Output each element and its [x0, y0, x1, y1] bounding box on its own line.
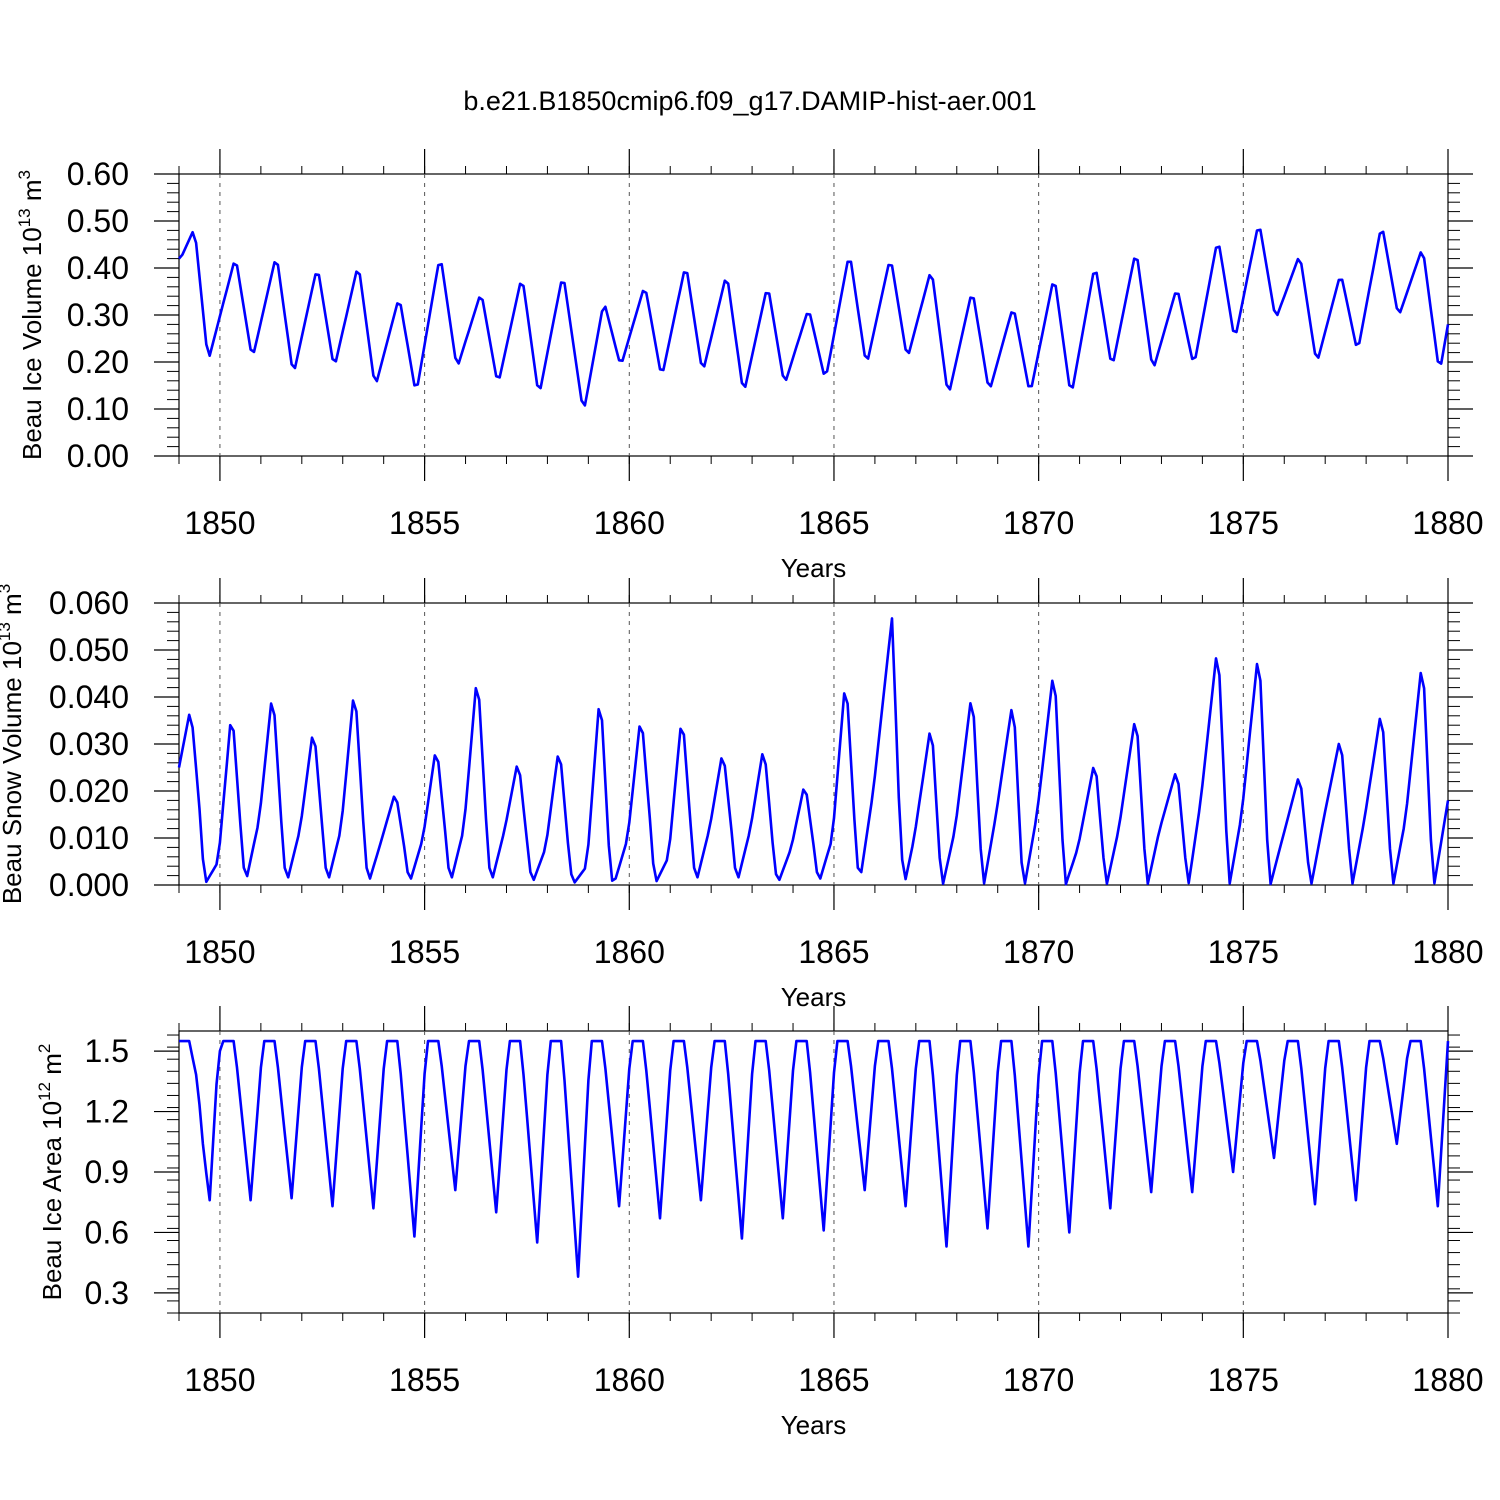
x-tick-label: 1865 [798, 1362, 869, 1398]
x-tick-label: 1875 [1208, 1362, 1279, 1398]
y-axis-label: Beau Ice Area 1012 m2 [35, 1044, 67, 1301]
y-label-text: Beau Snow Volume 10 [0, 641, 27, 904]
y-tick-label: 0.6 [85, 1214, 129, 1250]
y-tick-label: 0.020 [49, 773, 129, 809]
y-label-exponent: 13 [0, 622, 14, 641]
x-tick-label: 1880 [1412, 1362, 1483, 1398]
panel-1: 1850 1855 1860 1865 1870 1875 1880 0.00 0.10 0.20… [15, 149, 1484, 583]
panels: 1850 1855 1860 1865 1870 1875 1880 0.00 0.10 0.20… [0, 149, 1484, 1440]
y-tick-label: 0.050 [49, 632, 129, 668]
y-tick-label: 0.030 [49, 726, 129, 762]
x-tick-label: 1875 [1208, 934, 1279, 970]
x-tick-label: 1870 [1003, 934, 1074, 970]
x-tick-label: 1865 [798, 505, 869, 541]
x-tick-label: 1875 [1208, 505, 1279, 541]
y-tick-label: 0.40 [67, 250, 129, 286]
x-tick-label: 1855 [389, 505, 460, 541]
x-axis-label: Years [781, 1410, 847, 1440]
y-tick-label: 0.3 [85, 1275, 129, 1311]
y-label-unit: m [0, 593, 27, 622]
x-tick-label: 1850 [184, 1362, 255, 1398]
series-line-1 [178, 228, 1450, 407]
series-line-2 [177, 617, 1450, 886]
y-label-unit-exponent: 3 [0, 584, 14, 593]
y-tick-label: 0.30 [67, 297, 129, 333]
y-label-unit-exponent: 2 [35, 1044, 54, 1053]
x-tick-label: 1855 [389, 934, 460, 970]
y-label-unit: m [37, 1053, 67, 1082]
y-tick-label: 0.50 [67, 203, 129, 239]
y-tick-label: 0.20 [67, 344, 129, 380]
y-label-unit-exponent: 3 [15, 170, 34, 179]
y-tick-label: 0.060 [49, 585, 129, 621]
figure-title: b.e21.B1850cmip6.f09_g17.DAMIP-hist-aer.… [463, 86, 1036, 116]
x-tick-label: 1870 [1003, 505, 1074, 541]
y-tick-label: 0.010 [49, 820, 129, 856]
y-tick-label: 1.2 [85, 1094, 129, 1130]
y-tick-label: 1.5 [85, 1033, 129, 1069]
y-axis-label: Beau Ice Volume 1013 m3 [15, 170, 47, 460]
y-label-text: Beau Ice Volume 10 [17, 227, 47, 460]
y-label-unit: m [17, 179, 47, 208]
x-tick-label: 1850 [184, 505, 255, 541]
y-label-text: Beau Ice Area 10 [37, 1101, 67, 1300]
x-tick-label: 1860 [594, 505, 665, 541]
x-axis-label: Years [781, 553, 847, 583]
x-tick-label: 1880 [1412, 505, 1483, 541]
y-tick-label: 0.9 [85, 1154, 129, 1190]
x-tick-label: 1850 [184, 934, 255, 970]
y-tick-label: 0.60 [67, 156, 129, 192]
x-tick-label: 1865 [798, 934, 869, 970]
x-tick-label: 1855 [389, 1362, 460, 1398]
panel-3: 1850 1855 1860 1865 1870 1875 1880 0.3 0.6 0.9 1.2… [35, 1006, 1484, 1440]
plot-frame [178, 173, 1449, 457]
y-tick-label: 0.040 [49, 679, 129, 715]
x-tick-label: 1860 [594, 1362, 665, 1398]
y-axis-label: Beau Snow Volume 1013 m3 [0, 584, 27, 904]
x-axis-label: Years [781, 982, 847, 1012]
panel-2: 1850 1855 1860 1865 1870 1875 1880 0.000 0.010 0.… [0, 578, 1484, 1012]
x-tick-label: 1870 [1003, 1362, 1074, 1398]
x-tick-label: 1860 [594, 934, 665, 970]
x-tick-label: 1880 [1412, 934, 1483, 970]
y-tick-label: 0.10 [67, 391, 129, 427]
y-tick-label: 0.00 [67, 438, 129, 474]
y-tick-label: 0.000 [49, 867, 129, 903]
series-line-3 [179, 1039, 1450, 1278]
y-label-exponent: 12 [35, 1082, 54, 1101]
y-label-exponent: 13 [15, 208, 34, 227]
